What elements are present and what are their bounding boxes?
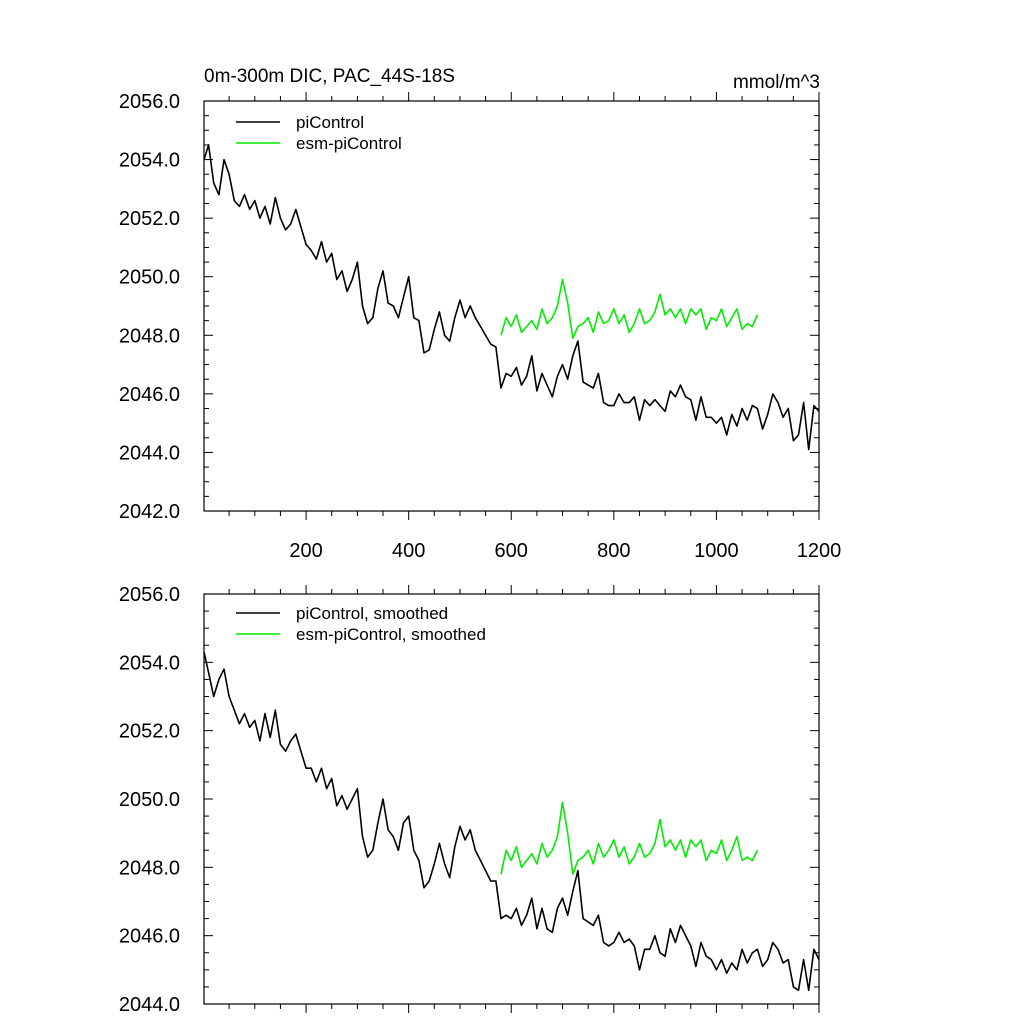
y-tick-label: 2046.0 [119, 384, 180, 406]
top-panel-ticks [204, 92, 820, 520]
top-panel-series [203, 144, 820, 451]
legend-label-picontrol: piControl [296, 113, 364, 132]
y-tick-label: 2042.0 [119, 501, 180, 523]
x-tick-label: 200 [289, 540, 322, 562]
x-tick-label: 400 [392, 540, 425, 562]
series-line-esm-picontrol-smoothed [500, 801, 759, 875]
x-tick-label: 800 [597, 540, 630, 562]
series-line-picontrol-smoothed [203, 651, 820, 992]
series-line-picontrol [203, 144, 820, 451]
x-tick-label: 1000 [694, 540, 739, 562]
y-tick-label: 2044.0 [119, 994, 180, 1016]
top-panel: 0m-300m DIC, PAC_44S-18S mmol/m^3 2042.0… [119, 66, 841, 562]
y-tick-label: 2056.0 [119, 584, 180, 606]
x-tick-label: 1200 [797, 540, 842, 562]
y-tick-label: 2050.0 [119, 267, 180, 289]
legend-label-esm-picontrol-smoothed: esm-piControl, smoothed [296, 625, 486, 644]
top-panel-legend: piControl esm-piControl [236, 113, 402, 153]
y-tick-label: 2046.0 [119, 926, 180, 948]
y-tick-label: 2056.0 [119, 91, 180, 113]
top-panel-frame [203, 100, 820, 512]
top-panel-x-tick-labels: 200 400 600 800 1000 1200 [289, 540, 841, 562]
y-tick-label: 2044.0 [119, 442, 180, 464]
bottom-panel-frame [203, 593, 820, 1005]
top-panel-title: 0m-300m DIC, PAC_44S-18S [204, 66, 455, 87]
bottom-panel-series [203, 651, 820, 992]
top-panel-y-tick-labels: 2042.0 2044.0 2046.0 2048.0 2050.0 2052.… [119, 91, 180, 523]
x-tick-label: 600 [495, 540, 528, 562]
y-tick-label: 2054.0 [119, 150, 180, 172]
y-tick-label: 2052.0 [119, 721, 180, 743]
bottom-panel-legend: piControl, smoothed esm-piControl, smoot… [236, 604, 486, 644]
y-tick-label: 2050.0 [119, 789, 180, 811]
series-line-esm-picontrol [500, 278, 759, 339]
bottom-panel: 2044.0 2046.0 2048.0 2050.0 2052.0 2054.… [119, 584, 820, 1016]
bottom-panel-ticks [204, 585, 820, 1013]
y-tick-label: 2052.0 [119, 208, 180, 230]
legend-label-picontrol-smoothed: piControl, smoothed [296, 604, 448, 623]
bottom-panel-y-tick-labels: 2044.0 2046.0 2048.0 2050.0 2052.0 2054.… [119, 584, 180, 1016]
y-tick-label: 2054.0 [119, 652, 180, 674]
y-tick-label: 2048.0 [119, 857, 180, 879]
y-tick-label: 2048.0 [119, 325, 180, 347]
top-panel-units: mmol/m^3 [733, 72, 820, 93]
legend-label-esm-picontrol: esm-piControl [296, 134, 402, 153]
